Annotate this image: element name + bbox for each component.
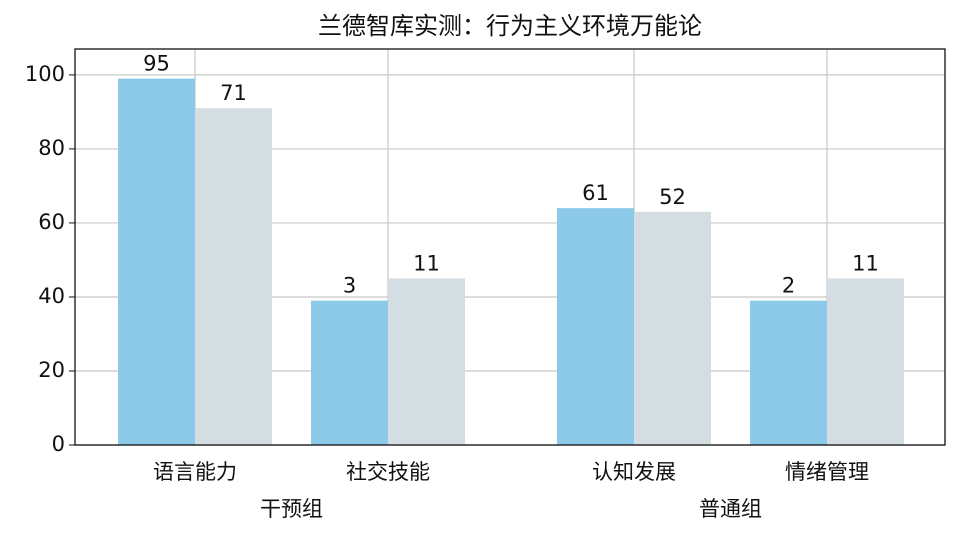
y-tick-label: 20 [38, 358, 65, 382]
data-label: 11 [852, 251, 879, 275]
bar [634, 211, 711, 445]
y-tick-label: 100 [25, 62, 65, 86]
bar [750, 300, 827, 445]
data-label: 3 [343, 274, 356, 298]
group-label: 干预组 [260, 497, 323, 521]
bar [118, 78, 195, 445]
group-label: 普通组 [699, 497, 762, 521]
data-label: 61 [582, 181, 609, 205]
y-tick-label: 40 [38, 284, 65, 308]
y-tick-label: 80 [38, 136, 65, 160]
bar [388, 278, 465, 445]
data-label: 71 [220, 81, 247, 105]
chart-title: 兰德智库实测：行为主义环境万能论 [318, 12, 702, 40]
x-tick-label: 情绪管理 [785, 460, 869, 484]
plot-frame [74, 48, 946, 446]
bar [311, 300, 388, 445]
data-label: 11 [413, 251, 440, 275]
x-tick-label: 语言能力 [153, 460, 237, 484]
bar [557, 208, 634, 445]
x-tick-label: 认知发展 [592, 460, 676, 484]
bar [827, 278, 904, 445]
y-tick-label: 60 [38, 210, 65, 234]
y-tick-label: 0 [52, 432, 65, 456]
x-tick-label: 社交技能 [346, 460, 430, 484]
bar [195, 108, 272, 445]
data-label: 95 [143, 52, 170, 76]
data-label: 52 [659, 185, 686, 209]
data-label: 2 [782, 274, 795, 298]
